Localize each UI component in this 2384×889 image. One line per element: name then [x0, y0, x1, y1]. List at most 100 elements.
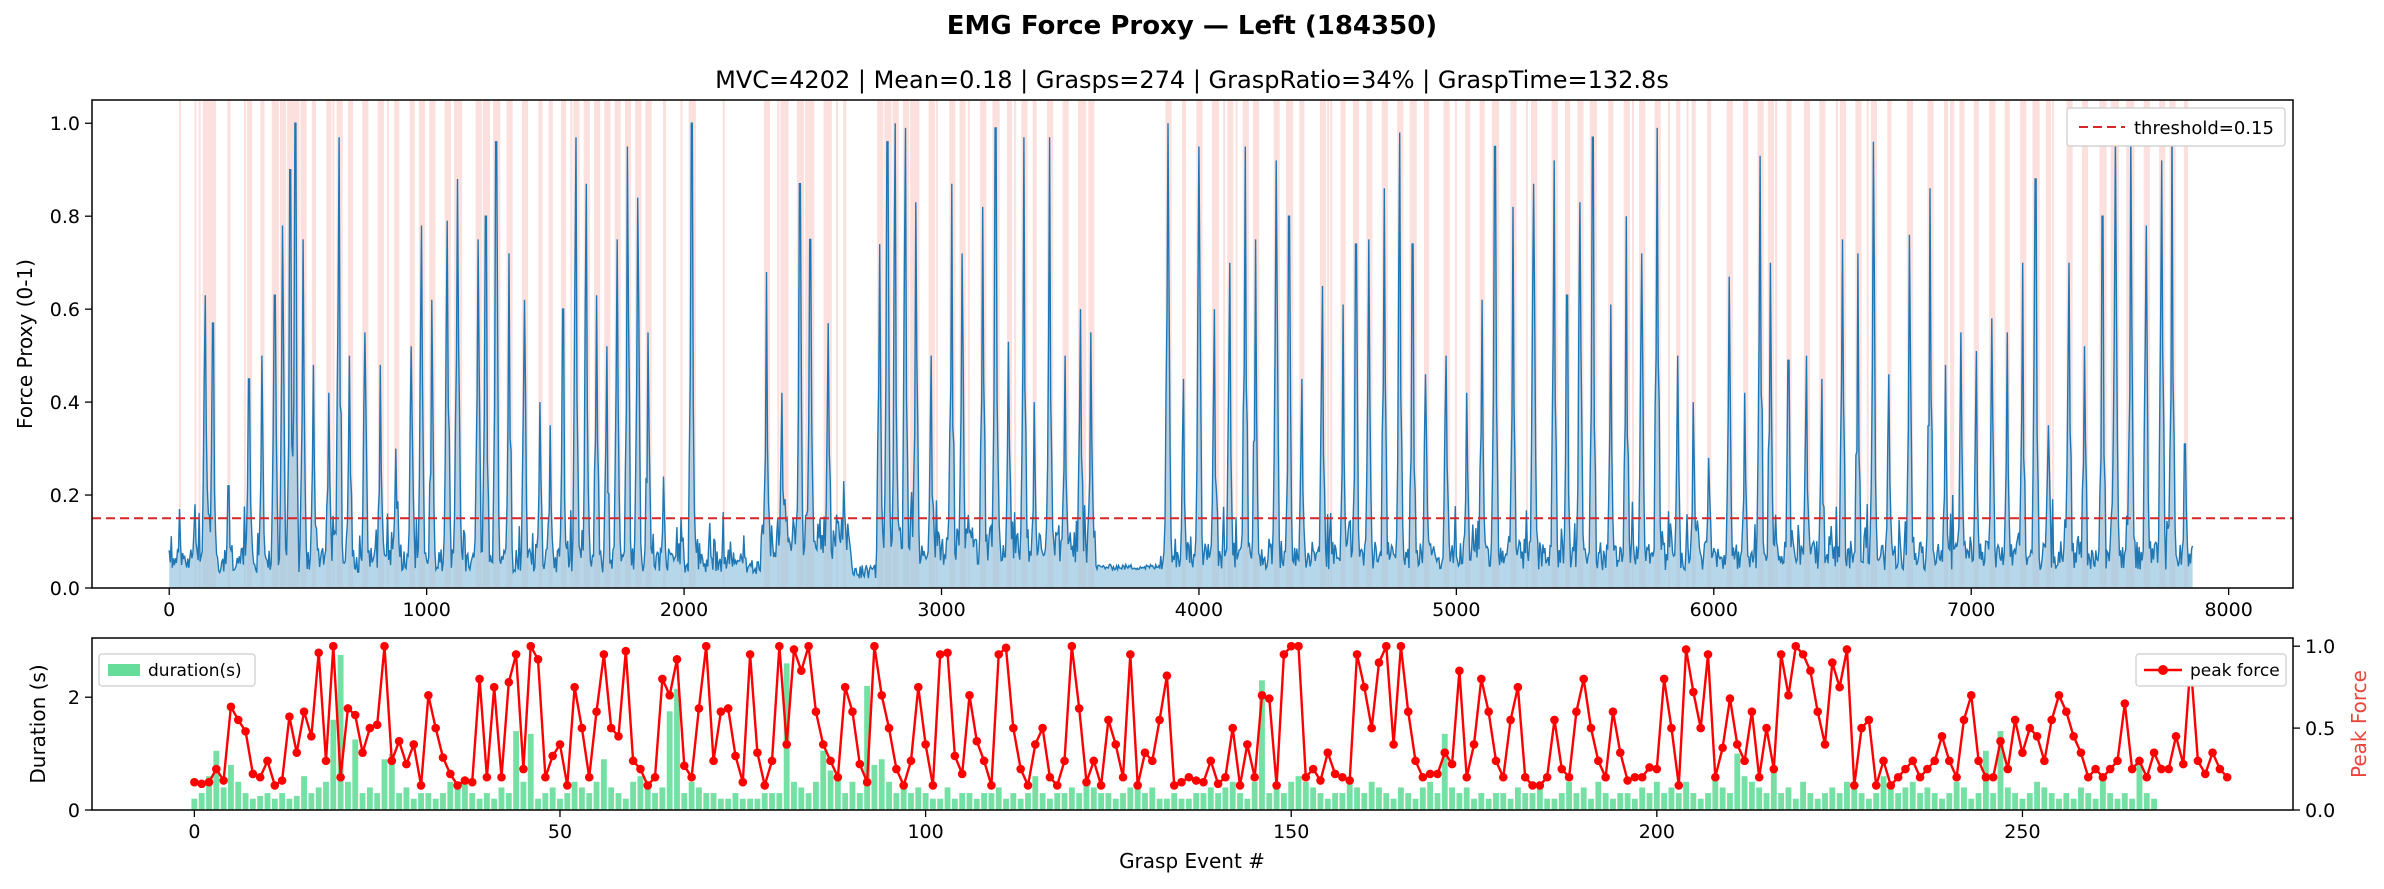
- peak-force-point: [511, 650, 521, 659]
- duration-bar: [2129, 798, 2136, 810]
- peak-force-point: [358, 748, 367, 757]
- peak-force-point: [1169, 781, 1179, 790]
- duration-bar: [659, 787, 666, 810]
- peak-force-point: [1754, 772, 1764, 782]
- duration-bar: [549, 787, 556, 810]
- grasp-span: [1835, 100, 1838, 588]
- duration-bar: [1865, 798, 1872, 810]
- grasp-span: [2081, 100, 2089, 588]
- peak-force-point: [475, 674, 484, 684]
- duration-bar: [2004, 787, 2011, 810]
- duration-bar: [1142, 793, 1148, 810]
- duration-bar: [1544, 798, 1551, 810]
- duration-bar: [1946, 793, 1953, 810]
- peak-force-point: [1572, 707, 1581, 717]
- peak-force-point: [2062, 707, 2071, 717]
- grasp-span: [1819, 100, 1826, 588]
- peak-force-point: [555, 740, 565, 749]
- peak-force-point: [1418, 772, 1428, 782]
- peak-force-point: [2149, 748, 2159, 757]
- peak-force-point: [248, 769, 258, 779]
- peak-force-point: [1747, 707, 1757, 717]
- duration-bar: [1134, 781, 1141, 810]
- peak-force-point: [1440, 748, 1450, 757]
- x-tick-label: 8000: [2204, 599, 2252, 621]
- peak-force-point: [1469, 740, 1479, 749]
- grasp-span: [548, 100, 553, 588]
- duration-bar: [264, 793, 271, 810]
- peak-force-point: [1667, 723, 1676, 733]
- peak-force-point: [2032, 731, 2042, 741]
- peak-force-point: [804, 641, 813, 651]
- duration-bar: [1390, 798, 1397, 810]
- peak-force-point: [1542, 772, 1552, 782]
- peak-force-point: [1345, 776, 1355, 785]
- duration-bar: [1800, 781, 1807, 810]
- duration-bar: [608, 787, 615, 810]
- peak-force-point: [1140, 748, 1150, 757]
- peak-force-point: [299, 707, 309, 717]
- peak-force-point: [1689, 687, 1698, 697]
- peak-force-point: [753, 748, 762, 757]
- peak-force-point: [840, 682, 850, 692]
- peak-force-point: [1886, 781, 1896, 790]
- duration-bar: [557, 798, 563, 810]
- duration-bar: [1858, 793, 1865, 810]
- peak-force-point: [1126, 650, 1135, 659]
- peak-force-point: [1506, 715, 1515, 725]
- peak-force-point: [2105, 764, 2115, 774]
- peak-force-point: [1162, 671, 1172, 680]
- duration-bar: [1090, 787, 1097, 810]
- peak-force-point: [1871, 781, 1881, 790]
- grasp-span: [835, 100, 839, 588]
- duration-bar: [1054, 793, 1061, 810]
- peak-force-point: [1594, 756, 1603, 766]
- duration-bar: [1990, 793, 1997, 810]
- peak-force-point: [789, 645, 799, 654]
- duration-bar: [878, 759, 885, 810]
- peak-force-legend-label: peak force: [2190, 661, 2280, 681]
- peak-force-point: [1213, 779, 1223, 789]
- duration-bar: [271, 798, 278, 810]
- duration-bar: [286, 798, 293, 810]
- grasp-panel: 0 50 100 150 200 250 02 0.00.51.0 Grasp Event…: [26, 636, 2371, 873]
- duration-bar: [849, 781, 856, 810]
- peak-force-point: [1776, 650, 1786, 659]
- peak-force-point: [519, 764, 528, 774]
- peak-force-point: [446, 769, 455, 779]
- duration-bar: [476, 798, 483, 810]
- duration-bar: [1975, 793, 1982, 810]
- peak-force-point: [2091, 764, 2100, 774]
- duration-bar: [483, 793, 490, 810]
- x-tick-label: 7000: [1947, 599, 1995, 621]
- duration-bar: [1332, 793, 1339, 810]
- peak-force-ylabel: Peak Force: [2347, 670, 2371, 778]
- peak-force-point: [1601, 772, 1610, 782]
- duration-bar: [1610, 798, 1616, 810]
- grasp-span: [1454, 100, 1457, 588]
- duration-bar: [1061, 793, 1068, 810]
- peak-force-point: [1835, 682, 1844, 692]
- duration-bar: [798, 787, 805, 810]
- duration-bar: [1120, 793, 1126, 810]
- peak-force-point: [1184, 772, 1194, 782]
- duration-bar: [2151, 798, 2157, 810]
- duration-bar: [1822, 793, 1828, 810]
- grasp-span: [387, 100, 390, 588]
- duration-bar: [1178, 798, 1185, 810]
- duration-bar: [1200, 793, 1207, 810]
- grasp-span: [1743, 100, 1749, 588]
- peak-force-point: [1988, 772, 1998, 782]
- peak-force-point: [1784, 691, 1793, 700]
- duration-bar: [505, 793, 512, 810]
- duration-bar: [1683, 781, 1690, 810]
- duration-bar: [1259, 680, 1265, 810]
- peak-force-point: [1243, 740, 1252, 749]
- duration-bar: [842, 793, 849, 810]
- duration-bar: [1522, 793, 1529, 810]
- duration-bar: [432, 798, 439, 810]
- duration-bar: [615, 793, 622, 810]
- peak-force-point: [1879, 756, 1888, 766]
- peak-force-point: [460, 776, 470, 785]
- grasp-span: [198, 100, 201, 588]
